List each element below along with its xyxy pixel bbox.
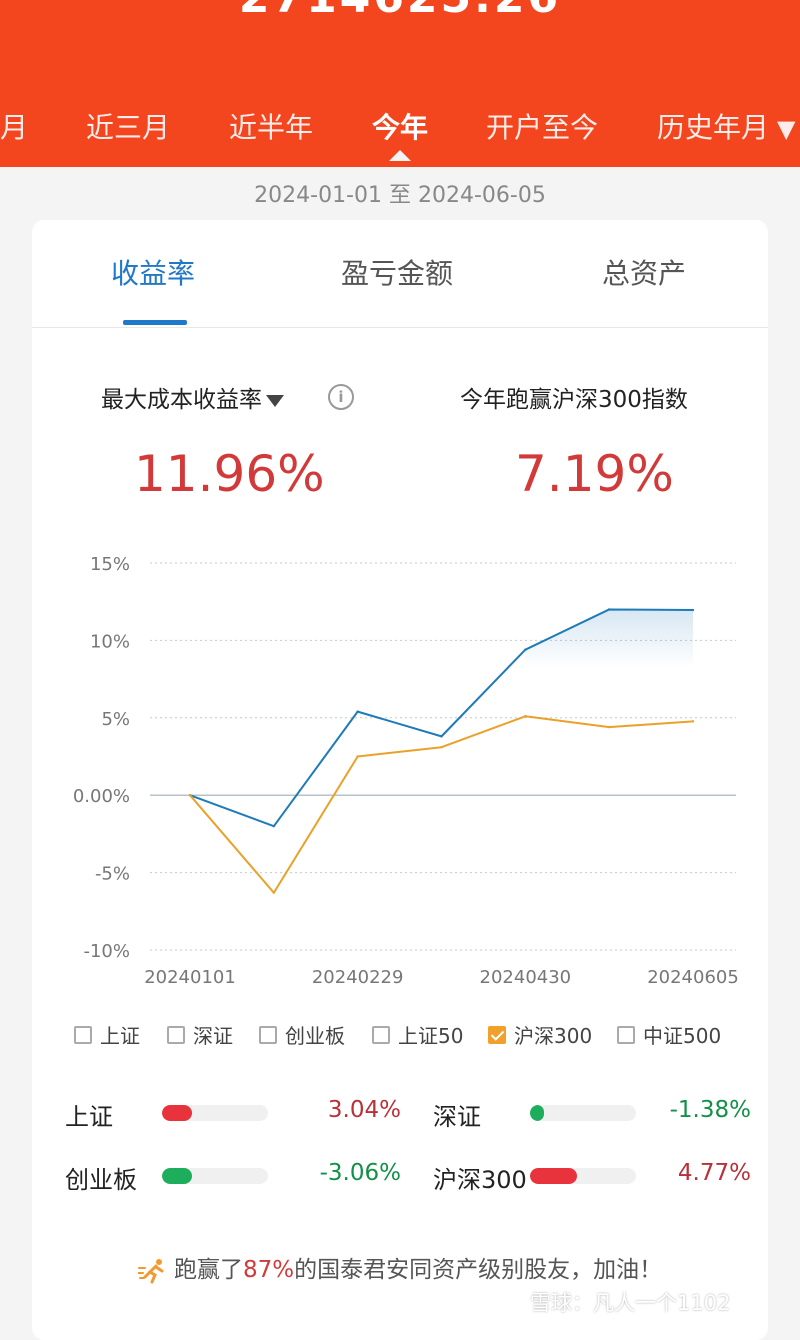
index-value: -1.38% xyxy=(669,1097,751,1123)
series-point xyxy=(440,735,443,738)
legend-item-shanghai[interactable]: 上证 xyxy=(74,1020,140,1049)
active-tab-indicator xyxy=(123,320,187,325)
series-point xyxy=(440,746,443,749)
index-bar-fill xyxy=(162,1168,192,1184)
index-name: 沪深300 xyxy=(433,1166,527,1194)
returns-card: 收益率 盈亏金额 总资产 最大成本收益率 i 今年跑赢沪深300指数 11.96… xyxy=(32,220,768,1340)
index-name: 上证 xyxy=(65,1103,113,1131)
series-point xyxy=(272,824,276,828)
period-history-label: 历史年月 xyxy=(657,111,770,144)
period-tab-this-year[interactable]: 今年 xyxy=(372,111,429,144)
series-point xyxy=(524,648,527,651)
x-tick-label: 20240605 xyxy=(647,967,739,988)
period-tab-history[interactable]: 历史年月 ▼ xyxy=(657,106,795,146)
info-icon[interactable]: i xyxy=(328,384,354,410)
tab-bar: 收益率 盈亏金额 总资产 xyxy=(32,220,768,328)
period-selector: 月 近三月 近半年 今年 开户至今 历史年月 ▼ xyxy=(0,106,800,156)
ranking-suffix: 的国泰君安同资产级别股友，加油！ xyxy=(294,1257,663,1283)
legend-label: 深证 xyxy=(193,1024,233,1048)
index-name: 深证 xyxy=(433,1103,481,1131)
series-area xyxy=(525,609,693,668)
y-tick-label: 0.00% xyxy=(73,786,130,807)
checkbox-icon xyxy=(259,1025,277,1044)
return-chart[interactable]: 15% 10% 5% 0.00% -5% -10% 20240101 20240229 2024… xyxy=(32,540,768,990)
header: 2714625.26 月 近三月 近半年 今年 开户至今 历史年月▼ xyxy=(0,0,800,167)
series-point xyxy=(272,891,276,894)
total-assets-value: 2714625.26 xyxy=(0,0,800,23)
series-point xyxy=(607,725,611,729)
x-tick-label: 20240430 xyxy=(480,967,572,988)
legend-item-csi500[interactable]: 中证500 xyxy=(617,1020,721,1049)
checkbox-icon xyxy=(74,1025,92,1044)
index-name: 创业板 xyxy=(65,1166,137,1194)
index-value: -3.06% xyxy=(319,1160,401,1186)
period-tab-3-months[interactable]: 近三月 xyxy=(86,111,171,144)
checkbox-icon xyxy=(372,1025,390,1044)
index-legend: 上证 深证 创业板 上证50 沪深300 中证500 xyxy=(32,1020,768,1050)
ranking-percent: 87% xyxy=(242,1257,295,1283)
legend-label: 创业板 xyxy=(285,1024,345,1048)
beat-index-value: 7.19% xyxy=(515,445,674,503)
y-tick-label: 5% xyxy=(101,709,130,730)
series-point xyxy=(691,720,695,723)
series-point xyxy=(607,608,611,611)
index-row-chinext: 创业板 -3.06% xyxy=(65,1160,401,1200)
series-point xyxy=(524,715,527,718)
date-range: 2024-01-01 至 2024-06-05 xyxy=(254,183,546,208)
ranking-banner: 跑赢了87%的国泰君安同资产级别股友，加油！ xyxy=(32,1250,768,1284)
index-row-shenzhen: 深证 -1.38% xyxy=(433,1097,751,1137)
index-bar xyxy=(530,1168,636,1184)
legend-item-chinext[interactable]: 创业板 xyxy=(259,1020,345,1049)
y-tick-label: 15% xyxy=(90,554,130,575)
max-cost-return-value: 11.96% xyxy=(134,445,325,503)
legend-item-shenzhen[interactable]: 深证 xyxy=(167,1020,233,1049)
series-point xyxy=(188,794,192,797)
checkbox-icon xyxy=(617,1025,635,1044)
index-bar xyxy=(530,1105,636,1121)
checkbox-icon xyxy=(167,1025,185,1044)
period-tab-half-year[interactable]: 近半年 xyxy=(229,111,314,144)
index-row-csi300: 沪深300 4.77% xyxy=(433,1160,751,1200)
legend-label: 上证50 xyxy=(398,1024,464,1048)
y-tick-label: -10% xyxy=(83,941,130,962)
x-tick-label: 20240101 xyxy=(144,967,236,988)
index-bar-fill xyxy=(530,1168,577,1184)
series-point xyxy=(356,710,359,713)
max-cost-return-label: 最大成本收益率 xyxy=(101,387,262,413)
caret-down-icon xyxy=(266,394,284,407)
y-tick-label: 10% xyxy=(90,631,130,652)
series-line-csi300 xyxy=(189,715,694,894)
checkbox-checked-icon xyxy=(488,1025,506,1044)
legend-label: 沪深300 xyxy=(514,1024,593,1048)
x-tick-label: 20240229 xyxy=(312,967,404,988)
watermark: 雪球：凡人一个1102 xyxy=(530,1291,731,1315)
chevron-down-icon: ▼ xyxy=(777,115,796,143)
series-point xyxy=(356,755,359,758)
series-point xyxy=(691,608,695,612)
tab-profit-amount[interactable]: 盈亏金额 xyxy=(341,257,454,290)
index-value: 4.77% xyxy=(677,1160,751,1186)
period-tab-since-opening[interactable]: 开户至今 xyxy=(486,111,599,144)
index-bar-fill xyxy=(162,1105,192,1121)
index-bar-fill xyxy=(530,1105,544,1121)
beat-index-label: 今年跑赢沪深300指数 xyxy=(460,387,688,413)
tab-return-rate[interactable]: 收益率 xyxy=(111,257,196,290)
period-tab-month[interactable]: 月 xyxy=(0,111,29,144)
max-cost-return-dropdown[interactable]: 最大成本收益率 xyxy=(101,380,284,414)
index-value: 3.04% xyxy=(327,1097,401,1123)
tab-total-assets[interactable]: 总资产 xyxy=(602,257,687,290)
runner-icon xyxy=(137,1258,164,1283)
ranking-prefix: 跑赢了 xyxy=(173,1257,243,1283)
legend-item-csi300[interactable]: 沪深300 xyxy=(488,1020,592,1049)
index-bar xyxy=(162,1105,268,1121)
active-period-pointer xyxy=(389,150,411,161)
legend-item-sse50[interactable]: 上证50 xyxy=(372,1020,463,1049)
index-row-shanghai: 上证 3.04% xyxy=(65,1097,401,1137)
y-tick-label: -5% xyxy=(95,864,130,885)
legend-label: 上证 xyxy=(100,1024,140,1048)
index-bar xyxy=(162,1168,268,1184)
legend-label: 中证500 xyxy=(643,1024,722,1048)
